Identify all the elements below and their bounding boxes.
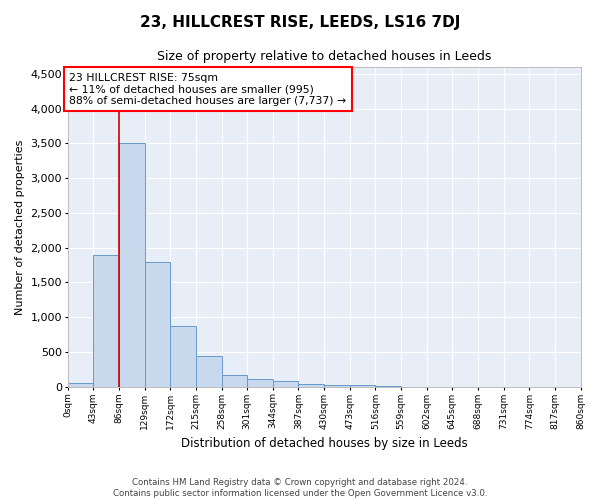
Y-axis label: Number of detached properties: Number of detached properties <box>15 139 25 314</box>
Text: 23, HILLCREST RISE, LEEDS, LS16 7DJ: 23, HILLCREST RISE, LEEDS, LS16 7DJ <box>140 15 460 30</box>
Text: 23 HILLCREST RISE: 75sqm
← 11% of detached houses are smaller (995)
88% of semi-: 23 HILLCREST RISE: 75sqm ← 11% of detach… <box>69 72 346 106</box>
Bar <box>145 262 170 386</box>
Bar <box>247 378 273 386</box>
Bar <box>94 254 119 386</box>
Bar <box>196 356 221 386</box>
Title: Size of property relative to detached houses in Leeds: Size of property relative to detached ho… <box>157 50 491 63</box>
Text: Contains HM Land Registry data © Crown copyright and database right 2024.
Contai: Contains HM Land Registry data © Crown c… <box>113 478 487 498</box>
Bar <box>170 326 196 386</box>
X-axis label: Distribution of detached houses by size in Leeds: Distribution of detached houses by size … <box>181 437 467 450</box>
Bar <box>68 384 94 386</box>
Bar <box>119 144 145 386</box>
Bar <box>298 384 324 386</box>
Bar <box>273 381 298 386</box>
Bar <box>324 385 350 386</box>
Bar <box>221 374 247 386</box>
